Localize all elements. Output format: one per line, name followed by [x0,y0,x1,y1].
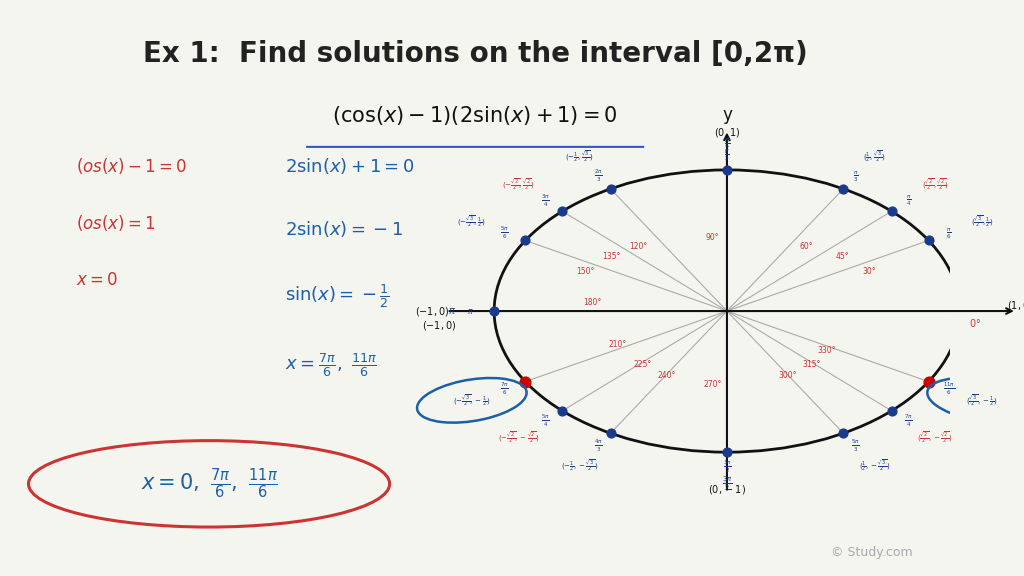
Point [921,236,937,245]
Text: © Study.com: © Study.com [830,545,912,559]
Text: $\sin(x)=-\frac{1}{2}$: $\sin(x)=-\frac{1}{2}$ [285,282,390,310]
Text: $(\frac{1}{2},\frac{\sqrt{3}}{2})$: $(\frac{1}{2},\frac{\sqrt{3}}{2})$ [863,149,886,164]
Text: $\frac{5\pi}{3}$: $\frac{5\pi}{3}$ [851,438,859,454]
Text: $(-\frac{\sqrt{2}}{2},\frac{\sqrt{2}}{2})$: $(-\frac{\sqrt{2}}{2},\frac{\sqrt{2}}{2}… [502,177,536,192]
Text: 240°: 240° [657,371,676,380]
Text: $(-\frac{\sqrt{3}}{2},-\frac{1}{2})$: $(-\frac{\sqrt{3}}{2},-\frac{1}{2})$ [454,393,490,408]
Point [921,377,937,386]
Text: $(\frac{\sqrt{3}}{2},-\frac{1}{2})$: $(\frac{\sqrt{3}}{2},-\frac{1}{2})$ [967,393,997,408]
Text: $\frac{\pi}{6}$: $\frac{\pi}{6}$ [946,226,952,241]
Text: $\frac{3\pi}{4}$: $\frac{3\pi}{4}$ [541,193,550,209]
Text: $\frac{\pi}{2}$: $\frac{\pi}{2}$ [724,148,730,163]
Text: $0°$: $0°$ [970,317,981,328]
Text: 270°: 270° [703,380,722,389]
Text: $2\sin(x)+1=0$: $2\sin(x)+1=0$ [285,156,415,176]
Text: $\pi$: $\pi$ [449,306,456,316]
Text: 180°: 180° [583,298,601,307]
Text: $\mathit{(os(x)=1}$: $\mathit{(os(x)=1}$ [76,213,156,233]
Text: $(1,0)$: $(1,0)$ [1008,299,1024,312]
Text: 60°: 60° [800,242,813,251]
Text: $\frac{3\pi}{2}$: $\frac{3\pi}{2}$ [723,458,731,475]
Text: $(\cos(x)-1)(2\sin(x)+1)=0$: $(\cos(x)-1)(2\sin(x)+1)=0$ [333,104,617,127]
Text: 45°: 45° [836,252,850,262]
Text: $(0,-1)$: $(0,-1)$ [708,483,746,496]
Text: $\mathit{(os(x)-1=0}$: $\mathit{(os(x)-1=0}$ [76,156,187,176]
Text: $\mathit{x=0}$: $\mathit{x=0}$ [76,271,118,289]
Text: $(\frac{\sqrt{2}}{2},-\frac{\sqrt{2}}{2})$: $(\frac{\sqrt{2}}{2},-\frac{\sqrt{2}}{2}… [918,430,953,445]
Point [884,406,900,415]
Text: 150°: 150° [575,267,594,276]
Text: $(\frac{1}{2},-\frac{\sqrt{3}}{2})$: $(\frac{1}{2},-\frac{\sqrt{3}}{2})$ [858,458,890,473]
Text: $(-\frac{\sqrt{3}}{2},\frac{1}{2})$: $(-\frac{\sqrt{3}}{2},\frac{1}{2})$ [458,214,486,229]
Point [884,207,900,216]
Text: $(\frac{\sqrt{2}}{2},\frac{\sqrt{2}}{2})$: $(\frac{\sqrt{2}}{2},\frac{\sqrt{2}}{2})… [922,177,949,192]
Text: $\frac{\pi}{2}$: $\frac{\pi}{2}$ [724,136,730,153]
Text: 330°: 330° [818,346,837,355]
Text: $\frac{5\pi}{4}$: $\frac{5\pi}{4}$ [541,413,550,429]
Point [554,207,570,216]
Point [602,184,618,194]
Text: $(-1,0)$: $(-1,0)$ [422,319,456,332]
Point [719,448,735,457]
Text: $\frac{7\pi}{4}$: $\frac{7\pi}{4}$ [904,413,912,429]
Point [517,377,534,386]
Text: $\frac{\pi}{4}$: $\frac{\pi}{4}$ [905,194,911,209]
Point [719,165,735,175]
Point [554,406,570,415]
Text: $x=\frac{7\pi}{6},\ \frac{11\pi}{6}$: $x=\frac{7\pi}{6},\ \frac{11\pi}{6}$ [285,351,377,379]
Text: $\pi$: $\pi$ [467,306,474,316]
Text: $\frac{\pi}{3}$: $\frac{\pi}{3}$ [853,169,858,184]
Text: 225°: 225° [633,359,651,369]
Text: 300°: 300° [778,371,797,380]
Text: 90°: 90° [706,233,720,242]
Text: $\frac{5\pi}{6}$: $\frac{5\pi}{6}$ [501,225,509,241]
Point [951,306,968,316]
Text: $(-\frac{\sqrt{2}}{2},-\frac{\sqrt{2}}{2})$: $(-\frac{\sqrt{2}}{2},-\frac{\sqrt{2}}{2… [498,430,540,445]
Text: 120°: 120° [629,242,647,251]
Text: $\frac{2\pi}{3}$: $\frac{2\pi}{3}$ [594,168,603,184]
Text: $(-\frac{1}{2},-\frac{\sqrt{3}}{2})$: $(-\frac{1}{2},-\frac{\sqrt{3}}{2})$ [561,458,598,473]
Text: 135°: 135° [602,252,621,262]
Point [486,306,503,316]
Text: 30°: 30° [862,267,876,276]
Text: $\frac{4\pi}{3}$: $\frac{4\pi}{3}$ [594,438,603,454]
Text: Ex 1:  Find solutions on the interval [0,2π): Ex 1: Find solutions on the interval [0,… [142,40,808,69]
Point [836,184,852,194]
Text: $(-1,0)$: $(-1,0)$ [415,305,450,317]
Text: y: y [722,106,732,124]
Point [836,429,852,438]
Point [602,429,618,438]
Text: 210°: 210° [608,340,627,349]
Text: $x=0,\ \frac{7\pi}{6},\ \frac{11\pi}{6}$: $x=0,\ \frac{7\pi}{6},\ \frac{11\pi}{6}$ [140,467,278,501]
Text: $\frac{11\pi}{6}$: $\frac{11\pi}{6}$ [943,381,955,397]
Text: 315°: 315° [802,359,820,369]
Text: $(-\frac{1}{2},\frac{\sqrt{3}}{2})$: $(-\frac{1}{2},\frac{\sqrt{3}}{2})$ [565,149,594,164]
Text: $(\frac{\sqrt{3}}{2},\frac{1}{2})$: $(\frac{\sqrt{3}}{2},\frac{1}{2})$ [971,214,993,229]
Text: $\frac{3\pi}{2}$: $\frac{3\pi}{2}$ [722,475,732,494]
Point [517,236,534,245]
Text: $(0,1)$: $(0,1)$ [714,126,740,139]
Text: $\frac{7\pi}{6}$: $\frac{7\pi}{6}$ [501,381,509,397]
Text: $2\sin(x)=-1$: $2\sin(x)=-1$ [285,219,403,239]
